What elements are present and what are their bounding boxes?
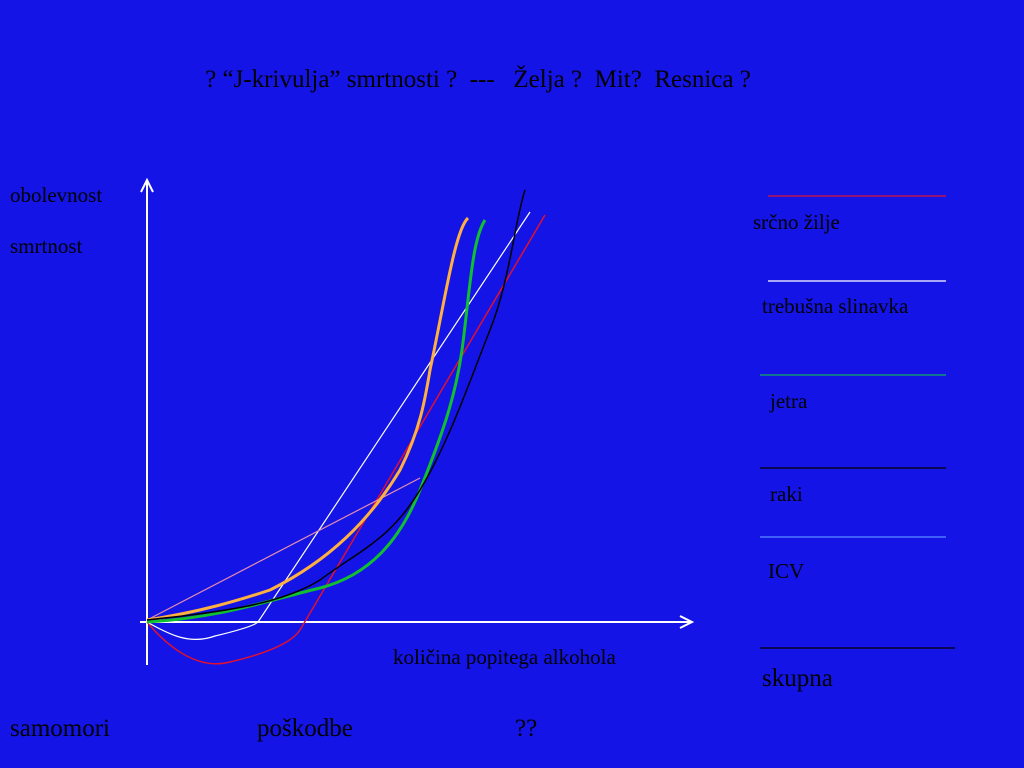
footer-label: samomori [10, 715, 110, 742]
legend-label: ICV [768, 559, 804, 583]
x-axis-label: količina popitega alkohola [393, 645, 616, 669]
legend-label: raki [770, 482, 803, 506]
y-axis-label: obolevnost [10, 183, 102, 207]
slide-title: ? “J-krivulja” smrtnosti ? --- Želja ? M… [205, 65, 751, 93]
legend-label: jetra [769, 389, 808, 413]
footer-label: poškodbe [257, 715, 353, 742]
footer-label: ?? [515, 715, 537, 742]
curves [146, 189, 546, 665]
legend-label: trebušna slinavka [762, 294, 909, 318]
legend-label: skupna [762, 665, 833, 692]
legend: srčno žilje trebušna slinavka jetra raki… [753, 195, 955, 692]
legend-label: srčno žilje [753, 210, 840, 234]
y-axis-label: smrtnost [10, 234, 83, 258]
axes [140, 177, 695, 665]
